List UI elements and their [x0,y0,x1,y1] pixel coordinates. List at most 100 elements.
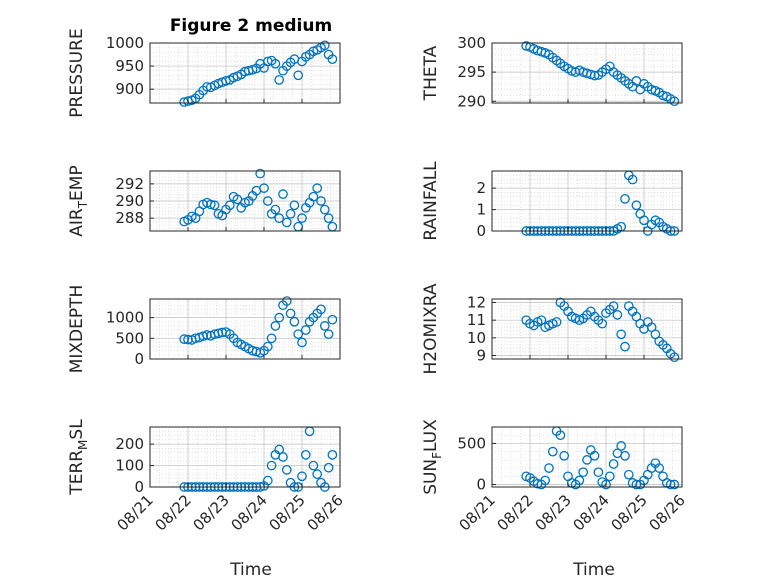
y-tick-label: 950 [115,57,144,75]
y-tick-label: 1000 [106,34,144,52]
data-point [293,329,304,340]
y-axis-label: THETA [421,45,441,101]
data-point [274,312,285,323]
y-tick-label: 1 [476,201,486,219]
data-point [540,475,551,486]
y-axis-label: RAINFALL [421,161,441,241]
data-point [616,329,627,340]
data-point [582,455,592,465]
data-point [604,471,615,482]
data-point [285,308,296,319]
y-tick-label: 300 [457,34,486,52]
data-point [281,296,292,306]
axes-box [491,170,683,232]
y-tick-label: 100 [115,457,144,475]
data-point [262,475,273,486]
data-point [278,189,288,199]
data-point [612,310,623,320]
data-point [319,204,330,215]
data-point [608,459,619,469]
data-point [293,70,304,81]
data-point [585,69,596,80]
subplot-mixdepth: 0 500 1000 MIXDEPTH [67,285,341,374]
data-point [589,70,600,81]
data-point [669,96,680,107]
data-point [665,479,676,490]
y-tick-label: 11 [467,311,486,329]
data-point [274,213,285,223]
data-point [547,446,558,457]
data-point [266,333,277,344]
data-point [608,301,619,311]
y-tick-label: 10 [467,329,486,347]
data-point [555,430,566,441]
data-point [578,467,589,478]
data-point [259,183,269,193]
data-point [639,215,649,226]
data-point [308,191,319,202]
data-point [300,450,311,460]
data-point [289,200,300,211]
data-point [270,321,281,331]
data-point [574,475,585,486]
data-point [658,90,668,101]
data-point [323,329,334,340]
data-point [262,341,273,352]
data-point [316,196,326,206]
data-point [327,450,338,460]
data-point [179,334,190,344]
data-point [620,341,630,352]
data-point [224,200,235,211]
data-point [274,444,285,455]
y-tick-label: 1000 [106,309,144,327]
data-point [323,213,334,223]
data-point [281,217,292,228]
data-point [270,204,281,215]
y-tick-label: 295 [457,63,486,81]
y-tick-label: 0 [476,222,486,240]
data-point [627,174,638,185]
data-point [323,462,334,473]
data-point [205,199,216,210]
data-point [559,450,570,461]
axes-box [491,298,683,360]
data-point [213,328,224,339]
data-point [319,321,330,331]
axes-box [149,426,341,488]
y-tick-label: 0 [134,350,144,368]
subplot-theta: 290 295 300 THETA [421,34,683,110]
data-point [589,450,600,461]
data-point [289,316,300,327]
data-point [209,200,220,211]
data-point [262,196,273,206]
axes-box [149,42,341,104]
data-point [654,463,665,473]
data-point [297,337,307,348]
data-point [631,479,642,490]
y-tick-label: 12 [467,294,486,312]
data-point [312,183,323,193]
data-point [312,469,323,479]
y-tick-label: 0 [476,476,486,494]
y-tick-label: 500 [457,434,486,452]
data-point [566,66,577,76]
y-tick-label: 288 [115,209,144,227]
data-point [593,467,604,478]
data-point [274,75,285,85]
data-point [183,334,193,345]
data-point [544,463,554,473]
data-point [551,317,562,327]
axes-box [491,426,683,488]
axes-box [491,42,683,104]
data-point [616,441,627,451]
x-axis-label-left: Time [229,560,272,580]
y-tick-label: 500 [115,329,144,347]
y-tick-label: 0 [134,478,144,496]
y-axis-label: MIXDEPTH [67,285,87,374]
data-point [281,465,292,475]
axes-box [149,298,341,360]
y-tick-label: 292 [115,175,144,193]
